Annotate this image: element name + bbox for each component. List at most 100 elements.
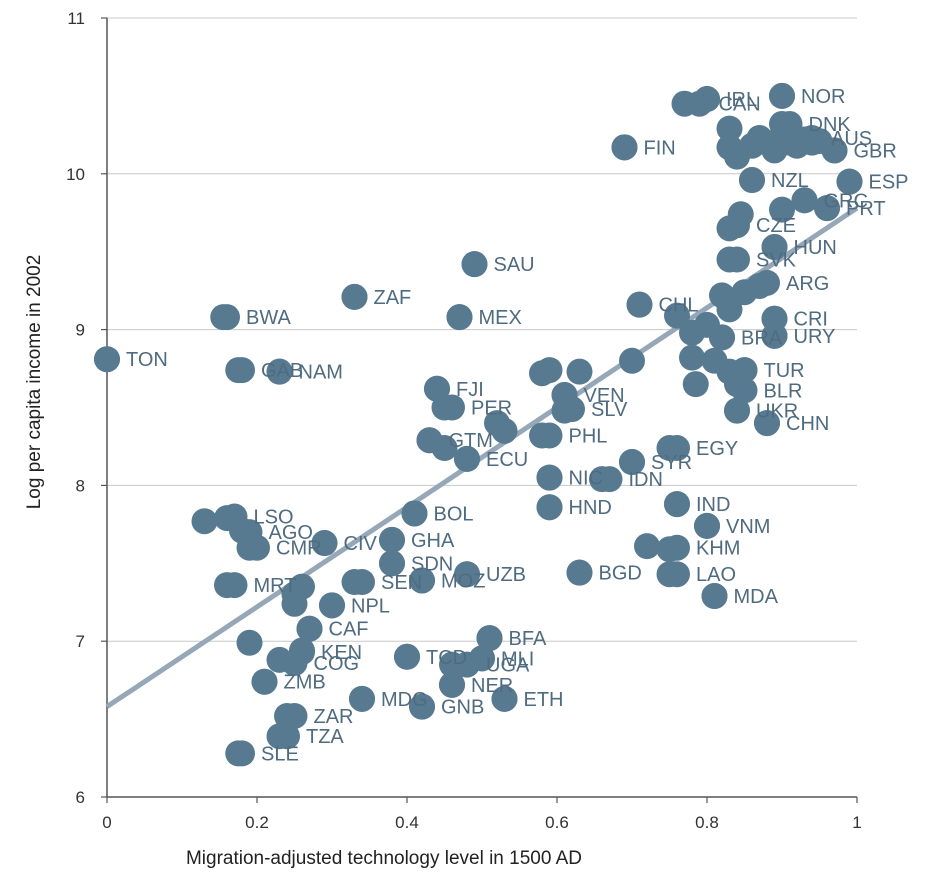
point-label-ton: TON (126, 349, 168, 371)
data-point-17 (281, 590, 308, 617)
point-label-bfa: BFA (509, 628, 547, 650)
data-point-65 (664, 302, 690, 329)
data-point-caf (296, 615, 323, 642)
point-label-uga: UGA (486, 655, 530, 677)
x-tick-label-3: 0.6 (545, 813, 569, 832)
point-label-bol: BOL (434, 503, 474, 525)
data-point-bra (709, 324, 735, 351)
point-label-aus: AUS (831, 128, 872, 150)
point-label-nor: NOR (801, 86, 845, 108)
data-point-81 (716, 296, 743, 323)
point-label-cri: CRI (794, 309, 828, 331)
data-point-uga (454, 651, 480, 678)
point-label-gbr: GBR (854, 140, 897, 162)
point-label-vnm: VNM (726, 516, 770, 538)
point-label-ukr: UKR (756, 401, 798, 423)
data-point-1 (191, 508, 218, 535)
point-label-zar: ZAR (314, 706, 354, 728)
data-point-can (686, 90, 713, 117)
data-point-gnb (409, 693, 435, 720)
y-tick-label-1: 7 (76, 632, 85, 651)
y-tick-label-3: 9 (76, 321, 85, 340)
data-point-cmr (244, 534, 270, 561)
point-label-civ: CIV (344, 533, 378, 555)
point-label-uzb: UZB (486, 564, 526, 586)
point-label-phl: PHL (569, 426, 608, 448)
data-point-vnm (694, 512, 720, 539)
data-point-egy (664, 435, 690, 462)
data-point-ury (761, 322, 788, 349)
y-tick-label-2: 8 (76, 476, 85, 495)
point-label-syr: SYR (651, 452, 692, 474)
data-point-gha (379, 526, 405, 553)
data-point-fji (424, 375, 450, 402)
data-point-gbr (821, 137, 848, 164)
point-label-egy: EGY (696, 438, 738, 460)
point-label-lso: LSO (254, 507, 294, 529)
data-point-npl (319, 592, 345, 619)
data-point-gab (229, 357, 255, 384)
data-point-bgd (566, 559, 593, 586)
data-point-mdg (349, 685, 375, 712)
point-label-cog: COG (314, 653, 360, 675)
point-label-ven: VEN (584, 385, 625, 407)
data-point-sau (461, 251, 488, 278)
point-label-lao: LAO (696, 564, 736, 586)
point-label-prt: PRT (846, 198, 886, 220)
point-label-cmr: CMR (276, 538, 322, 560)
point-label-tur: TUR (764, 360, 805, 382)
point-label-bwa: BWA (246, 307, 291, 329)
data-point-fin (611, 134, 638, 161)
point-label-fji: FJI (456, 379, 484, 401)
data-point-sle (229, 740, 255, 767)
point-label-sdn: SDN (411, 553, 453, 575)
data-point-sdn (379, 550, 405, 577)
point-label-ecu: ECU (486, 449, 528, 471)
point-label-mli: MLI (501, 648, 534, 670)
x-tick-label-0: 0 (102, 813, 111, 832)
data-point-zar (281, 702, 308, 729)
point-label-mda: MDA (734, 586, 779, 608)
y-tick-label-4: 10 (66, 165, 85, 184)
data-point-hnd (536, 494, 563, 521)
data-point-phl (536, 422, 563, 449)
data-point-69 (682, 371, 709, 398)
data-point-arg (754, 269, 780, 296)
data-point-gtm (416, 427, 443, 454)
point-label-ken: KEN (321, 642, 362, 664)
point-label-nzl: NZL (771, 170, 809, 192)
data-point-grc (791, 187, 818, 214)
data-point-ecu (454, 445, 480, 472)
data-point-44 (491, 417, 518, 444)
point-label-zmb: ZMB (284, 672, 326, 694)
point-label-sen: SEN (381, 572, 422, 594)
data-point-tcd (394, 643, 420, 670)
data-point-bwa (214, 304, 240, 331)
tick-labels: 0 0.2 0.4 0.6 0.8 1 6 7 8 9 10 11 (66, 9, 862, 832)
point-label-ind: IND (696, 494, 730, 516)
point-label-ury: URY (794, 326, 836, 348)
data-point-uzb (454, 561, 480, 588)
data-point-48 (536, 357, 563, 384)
point-label-zaf: ZAF (374, 287, 412, 309)
data-point-mrt (221, 572, 248, 599)
data-point-78 (716, 115, 743, 142)
point-label-caf: CAF (329, 619, 369, 641)
x-axis-title: Migration-adjusted technology level in 1… (186, 848, 582, 869)
data-point-esp (836, 168, 863, 195)
data-point-cze (724, 212, 750, 239)
x-tick-label-2: 0.4 (395, 813, 419, 832)
y-axis-title: Log per capita income in 2002 (24, 255, 45, 510)
data-point-67 (679, 344, 705, 371)
data-point-blr (731, 377, 758, 404)
point-label-sle: SLE (261, 743, 299, 765)
data-point-nzl (739, 167, 765, 194)
x-tick-label-5: 1 (852, 813, 861, 832)
gridlines (107, 17, 857, 642)
data-point-hun (761, 234, 788, 261)
data-point-khm (664, 534, 690, 561)
data-point-ton (94, 346, 120, 373)
point-label-tcd: TCD (426, 647, 467, 669)
